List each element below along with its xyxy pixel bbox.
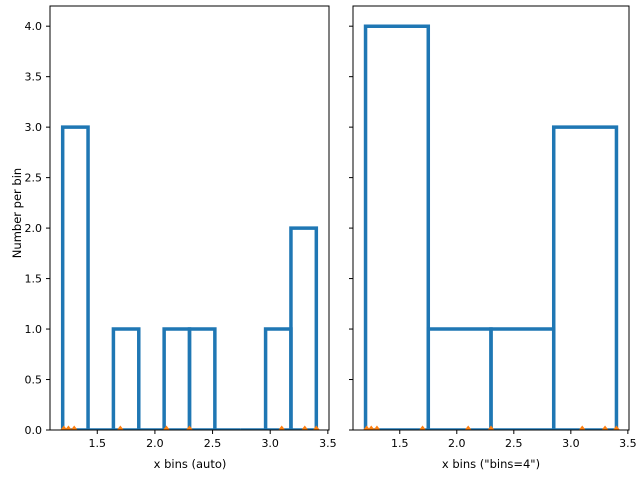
rug-marker (487, 425, 495, 430)
histogram-bar (187, 327, 217, 430)
rug-marker (301, 425, 309, 430)
y-tick-label: 4.0 (25, 20, 43, 33)
rug-marker (363, 425, 371, 430)
rug-marker (419, 425, 427, 430)
histogram-bar (111, 327, 141, 430)
rug-marker (601, 425, 609, 430)
rug-marker (373, 425, 381, 430)
x-tick-label: 1.5 (89, 437, 107, 450)
x-tick-label: 2.5 (204, 437, 222, 450)
histogram-outline (60, 125, 319, 430)
rug-marker (64, 425, 72, 430)
histogram-bar (489, 327, 556, 430)
rug-marker (612, 425, 620, 430)
histogram-bar (289, 226, 319, 430)
rug-marker (278, 425, 286, 430)
rug-marker (186, 425, 193, 430)
x-tick-label: 2.0 (146, 437, 164, 450)
rug-marker (312, 425, 320, 430)
axes-spines (352, 5, 630, 431)
histogram-bar (263, 327, 293, 430)
x-tick-label: 3.0 (261, 437, 279, 450)
x-tick-label: 1.5 (391, 437, 409, 450)
histogram-bar (551, 125, 619, 430)
y-tick-label: 1.5 (25, 273, 43, 286)
y-tick-label: 1.0 (25, 323, 43, 336)
rug-marker (578, 425, 586, 430)
histogram-bar (162, 327, 192, 430)
y-tick-label: 2.5 (25, 172, 43, 185)
y-tick-label: 3.5 (25, 71, 43, 84)
histogram-outline (363, 24, 619, 430)
x-tick-label: 3.5 (319, 437, 337, 450)
histogram-bar (426, 327, 493, 430)
histogram-bar (60, 125, 90, 430)
y-tick-label: 0.0 (25, 424, 43, 437)
y-axis-label: Number per bin (10, 167, 24, 259)
rug-marker (70, 425, 78, 430)
rug-markers (60, 425, 320, 430)
rug-marker (60, 425, 68, 430)
rug-marker (162, 425, 170, 430)
y-tick-label: 3.0 (25, 121, 43, 134)
x-axis-label-right: x bins ("bins=4") (441, 457, 541, 471)
axes-right: 1.5 2.0 2.5 3.0 3.5 (349, 5, 637, 450)
axes-left: 1.5 2.0 2.5 3.0 3.5 0.0 0.5 1.0 1.5 2.0 2.5 3.0 3.5 4… (25, 5, 337, 450)
rug-markers (363, 425, 620, 430)
x-tick-label: 3.0 (562, 437, 580, 450)
rug-marker (367, 425, 375, 430)
x-tick-label: 2.5 (505, 437, 523, 450)
y-tick-label: 0.5 (25, 374, 43, 387)
rug-marker (116, 425, 124, 430)
x-tick-label: 2.0 (448, 437, 466, 450)
x-tick-label: 3.5 (619, 437, 637, 450)
y-tick-label: 2.0 (25, 222, 43, 235)
axes-spines (49, 5, 330, 431)
x-axis-label-left: x bins (auto) (153, 457, 227, 471)
rug-marker (464, 425, 472, 430)
histogram-bar (363, 24, 431, 430)
